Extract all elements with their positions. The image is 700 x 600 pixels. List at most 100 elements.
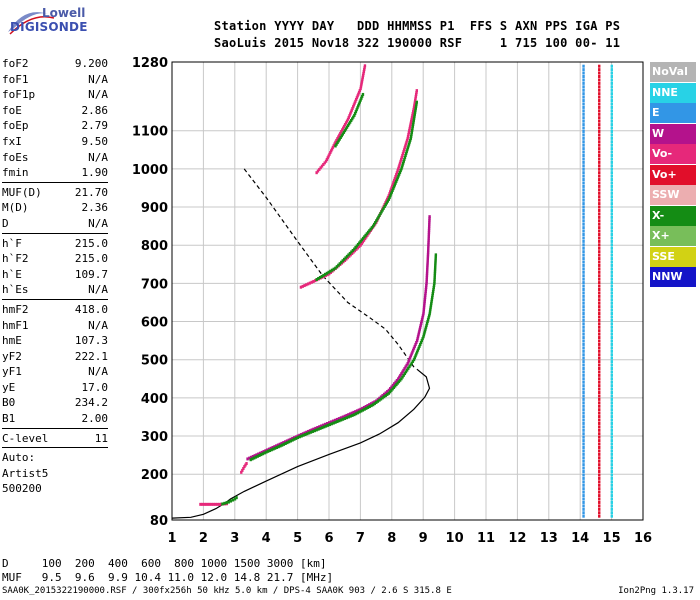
noise-point	[582, 270, 585, 274]
trace-point	[411, 124, 415, 128]
noise-point	[582, 68, 585, 72]
trace-point	[407, 144, 410, 148]
trace-point	[398, 375, 401, 379]
trace-point	[327, 270, 330, 274]
trace-point	[424, 292, 427, 296]
noise-point	[582, 511, 585, 515]
noise-point	[582, 456, 585, 460]
trace-point	[416, 335, 420, 339]
noise-point	[598, 246, 601, 250]
trace-point	[329, 269, 332, 273]
trace-point	[417, 346, 420, 350]
noise-point	[610, 504, 613, 508]
trace-point	[244, 463, 247, 467]
param-row: fmin 1.90	[2, 165, 108, 181]
noise-point	[598, 233, 601, 237]
trace-point	[347, 122, 351, 126]
trace-point	[366, 405, 370, 409]
trace-point	[423, 304, 426, 308]
trace-point	[426, 253, 430, 257]
noise-point	[610, 442, 613, 446]
trace-point	[375, 400, 378, 404]
trace-point	[397, 165, 401, 169]
x-tick-label: 9	[419, 531, 428, 546]
trace-point	[315, 428, 318, 432]
trace-point	[408, 358, 411, 362]
noise-point	[610, 432, 613, 436]
param-name: hmF2	[2, 302, 29, 316]
trace-point	[335, 138, 338, 142]
trace-point	[396, 169, 399, 173]
trace-point	[393, 178, 396, 182]
trace-point	[357, 102, 361, 106]
trace-point	[425, 275, 429, 279]
trace-point	[358, 410, 361, 414]
file-info-footer: SAA0K_2015322190000.RSF / 300fx256h 50 k…	[2, 586, 452, 596]
trace-point	[322, 423, 325, 427]
noise-point	[610, 480, 613, 484]
trace-point	[360, 83, 363, 87]
noise-point	[598, 373, 601, 377]
noise-point	[582, 202, 585, 206]
trace-point	[343, 129, 347, 133]
trace-point	[423, 296, 427, 300]
noise-point	[582, 329, 585, 333]
noise-point	[598, 329, 601, 333]
trace-point	[400, 157, 403, 161]
trace-point	[384, 201, 387, 205]
noise-point	[598, 116, 601, 120]
trace-point	[384, 203, 387, 207]
noise-point	[598, 68, 601, 72]
noise-point	[598, 75, 601, 79]
noise-point	[598, 507, 601, 511]
trace-point	[351, 248, 355, 252]
trace-point	[413, 102, 416, 106]
trace-point	[431, 290, 435, 294]
trace-point	[342, 126, 345, 130]
trace-point	[414, 354, 417, 358]
noise-point	[598, 353, 601, 357]
trace-point	[404, 365, 407, 369]
noise-point	[582, 99, 585, 103]
trace-point	[316, 426, 319, 430]
noise-point	[610, 253, 613, 257]
noise-point	[610, 428, 613, 432]
trace-point	[229, 499, 233, 503]
noise-point	[598, 514, 601, 518]
noise-point	[610, 308, 613, 312]
noise-point	[598, 432, 601, 436]
trace-point	[378, 398, 381, 402]
noise-point	[610, 157, 613, 161]
trace-point	[348, 114, 351, 118]
param-value: 215.0	[74, 252, 108, 266]
trace-point	[398, 170, 402, 174]
noise-point	[610, 147, 613, 151]
trace-point	[405, 368, 409, 372]
trace-point	[326, 156, 329, 160]
trace-point	[382, 206, 385, 210]
trace-point	[406, 134, 410, 138]
trace-point	[279, 444, 282, 448]
noise-point	[598, 322, 601, 326]
trace-point	[415, 100, 418, 104]
trace-point	[427, 235, 430, 239]
trace-point	[395, 179, 398, 183]
param-value: 21.70	[74, 185, 108, 199]
trace-point	[389, 194, 392, 198]
noise-point	[610, 339, 613, 343]
trace-point	[320, 164, 324, 168]
trace-point	[408, 129, 411, 133]
trace-point	[334, 266, 337, 270]
legend-item-w: W	[650, 123, 696, 144]
noise-point	[610, 133, 613, 137]
param-row: MUF(D) 21.70	[2, 185, 108, 201]
noise-point	[598, 250, 601, 254]
trace-point	[407, 142, 411, 146]
trace-point	[413, 344, 416, 348]
trace-point	[413, 112, 417, 116]
x-tick-label: 12	[508, 531, 526, 546]
y-tick-label: 1100	[132, 125, 168, 140]
trace-point	[434, 261, 437, 265]
param-row: yE 17.0	[2, 380, 108, 396]
trace-point	[380, 210, 383, 214]
